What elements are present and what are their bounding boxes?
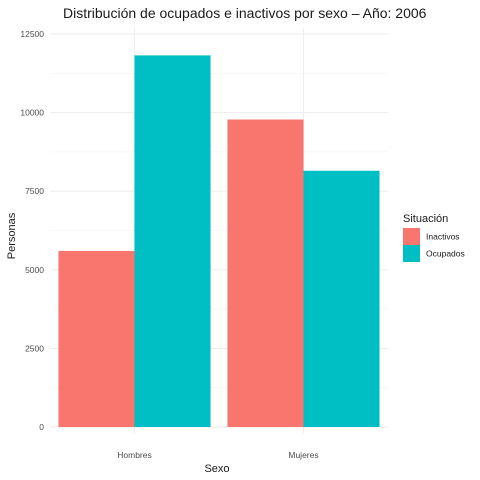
y-tick-label: 2500 <box>25 343 44 353</box>
x-tick-label: Mujeres <box>288 450 318 460</box>
y-axis-ticks: 0 2500 5000 7500 10000 12500 <box>20 29 44 432</box>
bar-ocupados-mujeres <box>303 170 380 427</box>
bar-inactivos-hombres <box>58 250 135 427</box>
legend-key-ocupados <box>403 245 420 262</box>
legend-title: Situación <box>403 213 448 225</box>
chart-title: Distribución de ocupados e inactivos por… <box>63 5 427 21</box>
y-tick-label: 7500 <box>25 186 44 196</box>
legend-key-inactivos <box>403 228 420 245</box>
legend-label-inactivos: Inactivos <box>426 232 460 242</box>
y-axis-label: Personas <box>6 212 18 259</box>
legend: Situación Inactivos Ocupados <box>403 213 465 262</box>
x-axis-label: Sexo <box>204 463 229 475</box>
x-tick-label: Hombres <box>117 450 151 460</box>
bars <box>58 55 380 428</box>
y-tick-label: 5000 <box>25 265 44 275</box>
x-axis-ticks: Hombres Mujeres <box>117 450 318 460</box>
bar-ocupados-hombres <box>134 55 211 427</box>
y-tick-label: 0 <box>39 422 44 432</box>
legend-label-ocupados: Ocupados <box>426 249 465 259</box>
bar-inactivos-mujeres <box>227 119 304 428</box>
y-tick-label: 10000 <box>20 108 44 118</box>
y-tick-label: 12500 <box>20 29 44 39</box>
